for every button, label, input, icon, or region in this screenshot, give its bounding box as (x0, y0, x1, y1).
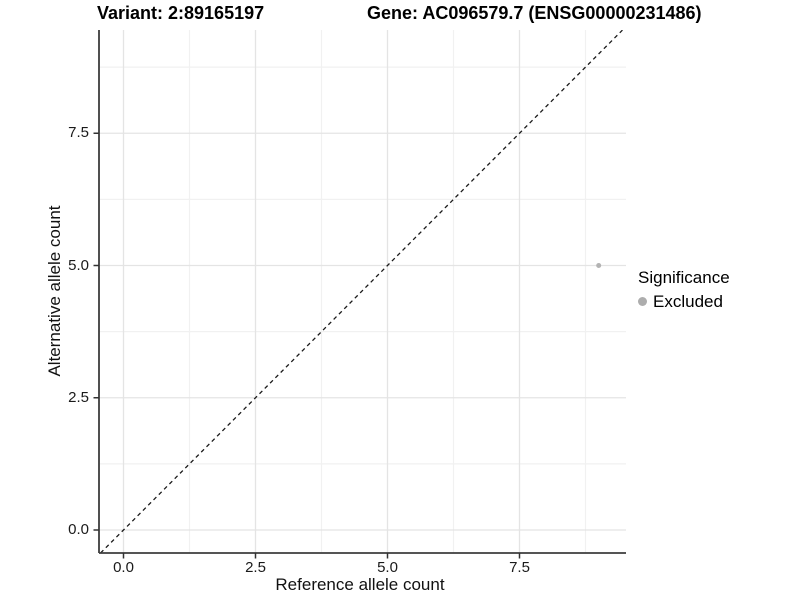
x-tick-label: 5.0 (377, 559, 398, 576)
plot-title-gene: Gene: AC096579.7 (ENSG00000231486) (367, 3, 702, 23)
x-tick-label: 7.5 (509, 559, 530, 576)
legend-entries: Excluded (638, 291, 730, 312)
x-tick-label: 0.0 (113, 559, 134, 576)
legend-entry-label: Excluded (653, 291, 723, 311)
x-tick-label: 2.5 (245, 559, 266, 576)
y-tick-label: 5.0 (68, 256, 89, 274)
legend-entry: Excluded (638, 291, 730, 312)
plot-panel (93, 30, 626, 559)
x-axis-title: Reference allele count (275, 575, 445, 594)
identity-reference-line (100, 30, 623, 554)
data-point (596, 263, 602, 268)
y-tick-label: 2.5 (68, 388, 89, 406)
y-tick-label: 7.5 (68, 124, 89, 142)
legend: Significance Excluded (638, 268, 730, 312)
y-tick-label: 0.0 (68, 521, 89, 538)
legend-key-dot-icon (638, 297, 647, 306)
plot-title-variant: Variant: 2:89165197 (97, 3, 265, 23)
legend-title: Significance (638, 268, 730, 287)
